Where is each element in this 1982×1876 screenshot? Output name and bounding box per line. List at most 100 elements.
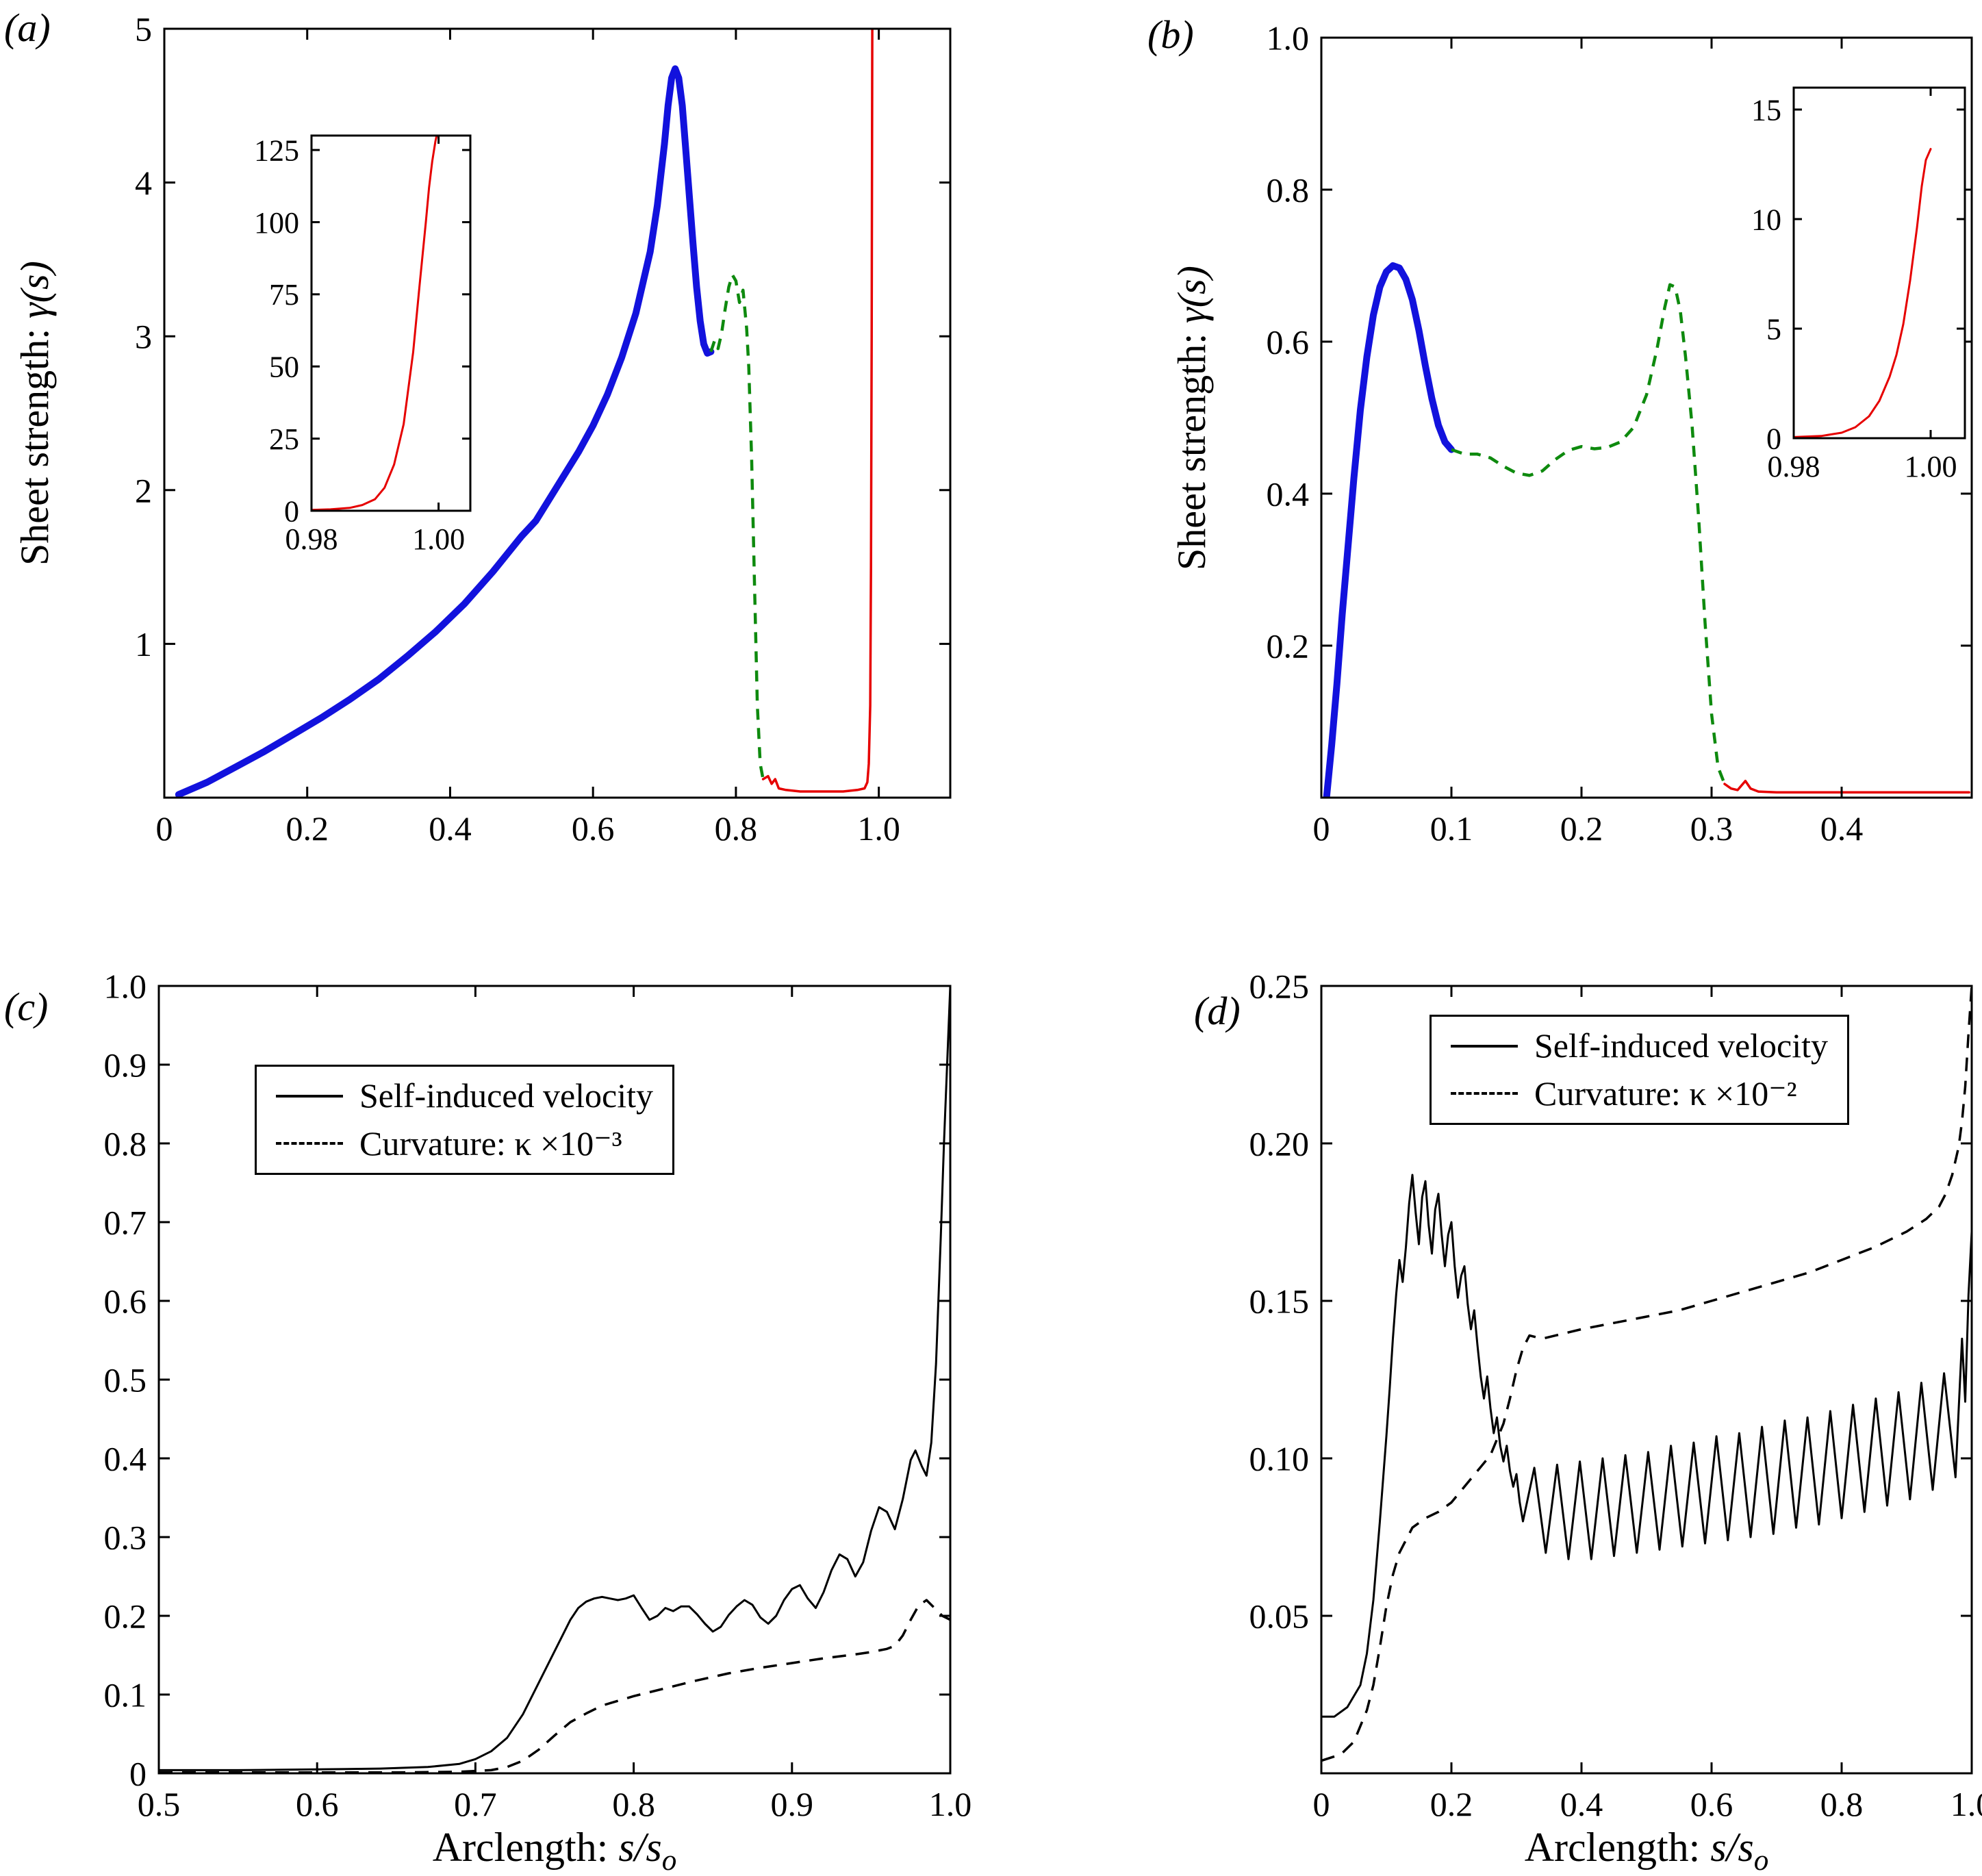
legend-entry-curvature: Curvature: κ ×10⁻³: [276, 1124, 653, 1164]
x-tick-label: 0.8: [1820, 1785, 1864, 1823]
y-tick-label: 10: [1751, 203, 1781, 236]
y-tick-label: 0: [129, 1755, 147, 1793]
x-tick-label: 0.2: [1560, 809, 1603, 848]
y-tick-label: 1.0: [1267, 19, 1310, 58]
xlabel-text: Arclength:: [432, 1825, 619, 1870]
y-tick-label: 25: [269, 422, 299, 456]
xlabel-subscript: o: [1753, 1845, 1769, 1876]
solid-line-sample: [1451, 1044, 1518, 1048]
series-sheet-strength-blue-segment: [175, 65, 715, 798]
y-tick-label: 0.10: [1249, 1440, 1310, 1478]
solid-line-sample: [276, 1094, 343, 1098]
y-tick-label: 50: [269, 351, 299, 384]
x-tick-label: 1.0: [857, 809, 900, 848]
legend-label: Curvature: κ ×10⁻²: [1534, 1074, 1797, 1113]
series-self-induced-velocity: [1321, 1174, 1972, 1718]
xlabel-math: s/s: [618, 1825, 662, 1870]
y-tick-label: 0.2: [1267, 627, 1310, 666]
y-tick-label: 0.4: [104, 1440, 147, 1478]
y-tick-label: 5: [1766, 312, 1781, 346]
series-sheet-strength-green-segment: [709, 273, 765, 780]
y-tick-label: 0.05: [1249, 1597, 1310, 1636]
panel-c: 0.5 0.6 0.7 0.8 0.9 1.0 0 0.1 0.2 0.3 0.4 0.5 0.6 0.7…: [0, 938, 991, 1876]
panel-d: 0 0.2 0.4 0.6 0.8 1.0 0.05 0.10 0.15 0.20 0.25 (d)…: [991, 938, 1982, 1876]
x-tick-label: 0.4: [429, 809, 472, 848]
x-tick-label: 0.8: [715, 809, 758, 848]
y-tick-label: 0.4: [1267, 475, 1310, 514]
y-tick-label: 0: [1766, 422, 1781, 455]
y-tick-label: 0.8: [104, 1125, 147, 1163]
panel-b-tag: (b): [1147, 12, 1194, 57]
legend-label: Self-induced velocity: [1534, 1026, 1829, 1065]
y-tick-label: 0.9: [104, 1046, 147, 1085]
x-tick-label: 0.98: [285, 522, 338, 556]
y-tick-label: 0.1: [104, 1676, 147, 1714]
x-tick-label: 0: [156, 809, 173, 848]
panel-a-tag: (a): [4, 5, 51, 50]
legend-entry-curvature: Curvature: κ ×10⁻²: [1451, 1074, 1828, 1114]
y-tick-label: 1.0: [104, 967, 147, 1006]
x-tick-label: 0.2: [1430, 1785, 1473, 1823]
panel-a-plot: 0 0.2 0.4 0.6 0.8 1.0 1 2 3 4 5 0.98 1.00 0 25 50 75 100 1…: [135, 10, 952, 848]
x-tick-label: 0.98: [1768, 450, 1820, 483]
series-curvature-x1e-2: [1321, 986, 1972, 1762]
panel-c-tag: (c): [4, 985, 49, 1029]
y-tick-label: 3: [135, 318, 152, 356]
axis-box: [1792, 86, 1966, 440]
legend-entry-velocity: Self-induced velocity: [276, 1076, 653, 1116]
axis-box: [163, 27, 952, 799]
y-tick-label: 0: [284, 494, 299, 528]
y-tick-label: 0.20: [1249, 1125, 1310, 1163]
xlabel-math: s/s: [1710, 1825, 1754, 1870]
x-tick-label: 0.9: [771, 1785, 814, 1823]
y-tick-label: 0.7: [104, 1204, 147, 1242]
dashed-line-sample: [1451, 1092, 1518, 1095]
series-sheet-strength-red-segment: [1723, 779, 1970, 794]
xlabel-text: Arclength:: [1524, 1825, 1711, 1870]
plot-background: [312, 136, 470, 511]
axis-box: [310, 134, 472, 512]
legend-label: Curvature: κ ×10⁻³: [359, 1124, 622, 1163]
y-tick-label: 0.6: [1267, 323, 1310, 362]
axis-box: [1320, 985, 1973, 1775]
panel-d-tag: (d): [1194, 989, 1241, 1033]
plot-background: [1794, 88, 1965, 438]
x-tick-label: 1.00: [412, 522, 465, 556]
y-tick-label: 125: [254, 134, 299, 167]
x-tick-label: 0.7: [454, 1785, 497, 1823]
y-tick-label: 75: [269, 278, 299, 312]
x-tick-label: 0.6: [572, 809, 615, 848]
panel-b-plot: 0 0.1 0.2 0.3 0.4 0.2 0.4 0.6 0.8 1.0 0.98 1.00 0 5 10…: [1267, 19, 1973, 848]
y-tick-label: 0.2: [104, 1597, 147, 1636]
series-sheet-strength-red-segment: [761, 29, 874, 793]
y-tick-label: 0.8: [1267, 171, 1310, 210]
x-tick-label: 1.0: [1951, 1785, 1982, 1823]
plot-background: [164, 29, 950, 798]
x-tick-label: 0.2: [285, 809, 329, 848]
x-tick-label: 0.1: [1430, 809, 1473, 848]
x-tick-label: 0: [1313, 1785, 1330, 1823]
series-self-induced-velocity: [159, 986, 950, 1771]
y-tick-label: 0.15: [1249, 1282, 1310, 1321]
x-tick-label: 0.3: [1690, 809, 1733, 848]
y-tick-label: 1: [135, 625, 152, 663]
series-sheet-strength-green-segment: [1451, 283, 1727, 785]
x-tick-label: 0.6: [1690, 1785, 1733, 1823]
panel-d-legend: Self-induced velocity Curvature: κ ×10⁻²: [1430, 1015, 1850, 1125]
series-sheet-strength-blue-segment: [1323, 262, 1455, 798]
series-tip-strength-zoom: [312, 136, 438, 511]
x-tick-label: 0.5: [138, 1785, 181, 1823]
y-tick-label: 0.3: [104, 1519, 147, 1557]
x-tick-label: 0.4: [1820, 809, 1864, 848]
series-curvature-x1e-3: [159, 1599, 950, 1773]
x-tick-label: 0: [1313, 809, 1330, 848]
panel-a: 0 0.2 0.4 0.6 0.8 1.0 1 2 3 4 5 0.98 1.00 0 25 50 75 100 1…: [0, 0, 991, 938]
y-tick-label: 0.6: [104, 1282, 147, 1321]
series-tip-strength-zoom: [1794, 148, 1932, 438]
panel-c-legend: Self-induced velocity Curvature: κ ×10⁻³: [255, 1065, 675, 1175]
x-tick-label: 1.0: [929, 1785, 972, 1823]
y-tick-label: 0.5: [104, 1361, 147, 1399]
axis-box: [1320, 36, 1973, 799]
x-tick-label: 0.8: [612, 1785, 655, 1823]
